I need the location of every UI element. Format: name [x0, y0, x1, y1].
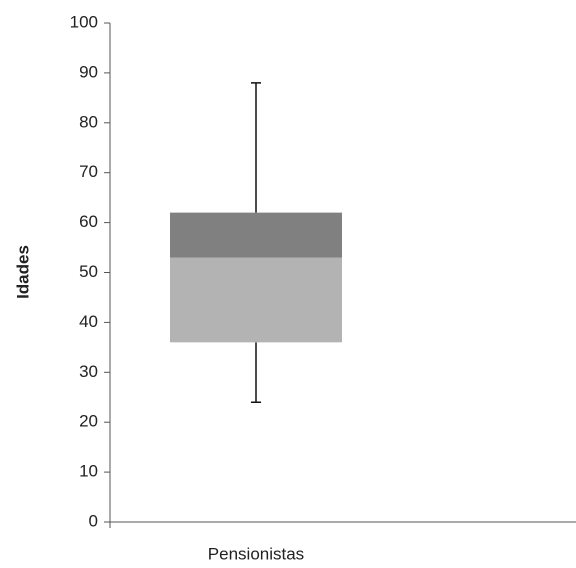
- y-tick-label: 10: [79, 462, 98, 481]
- y-tick-label: 70: [79, 162, 98, 181]
- y-tick-label: 90: [79, 62, 98, 81]
- box-lower: [170, 257, 342, 343]
- y-axis-label: Idades: [13, 245, 32, 299]
- y-tick-label: 20: [79, 412, 98, 431]
- box-upper: [170, 212, 342, 258]
- y-tick-label: 40: [79, 312, 98, 331]
- y-tick-label: 100: [70, 12, 98, 31]
- y-tick-label: 0: [89, 511, 98, 530]
- y-tick-label: 60: [79, 212, 98, 231]
- x-tick-label: Pensionistas: [208, 544, 304, 563]
- y-tick-label: 50: [79, 262, 98, 281]
- y-tick-label: 30: [79, 362, 98, 381]
- y-tick-label: 80: [79, 112, 98, 131]
